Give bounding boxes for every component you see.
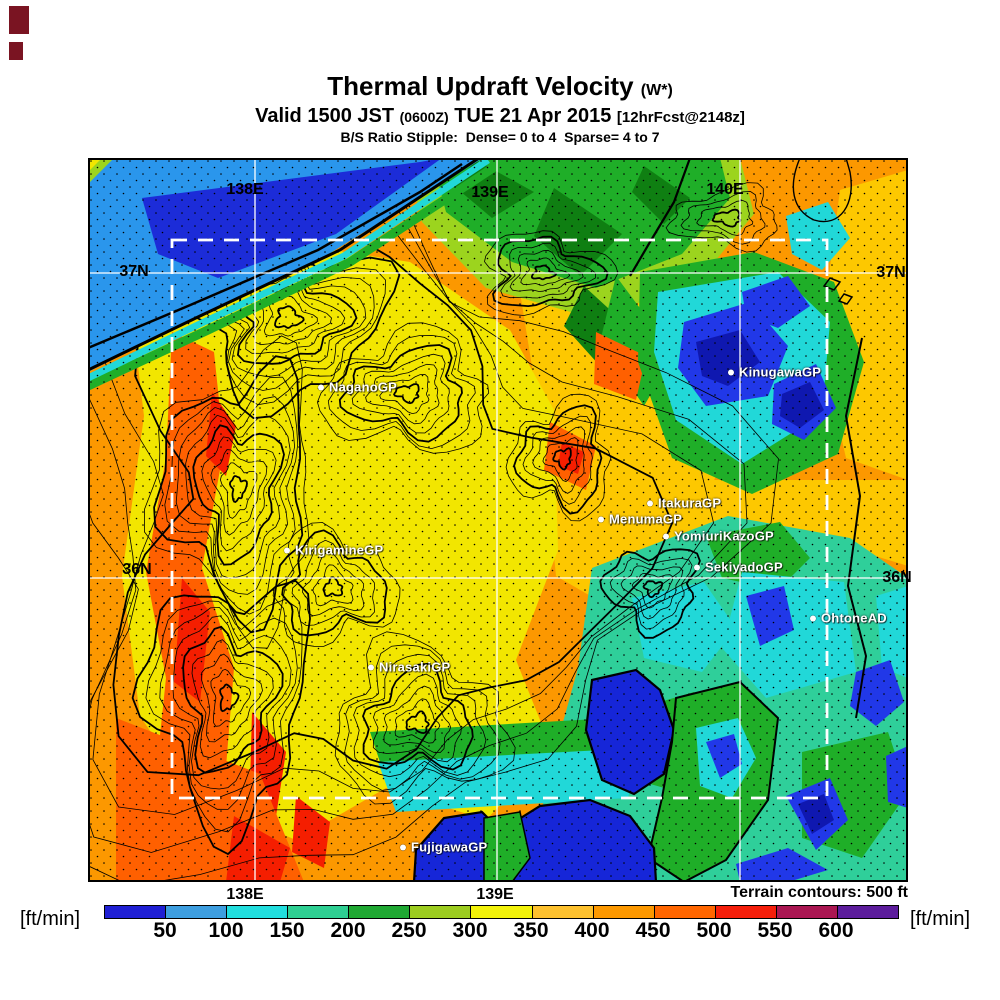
station-fujigawagp: FujigawaGP — [400, 840, 487, 855]
station-name: NaganoGP — [329, 379, 398, 395]
legend-unit-right: [ft/min] — [910, 908, 971, 930]
legend-segment-5 — [409, 906, 471, 918]
coordinate-label-139e-1: 139E — [471, 184, 509, 201]
station-dot-icon — [810, 615, 816, 621]
valid-zulu: (0600Z) — [399, 109, 449, 125]
header: Thermal Updraft Velocity (W*) Valid 1500… — [0, 72, 1000, 145]
station-name: SekiyadoGP — [705, 559, 783, 575]
valid-date: TUE 21 Apr 2015 — [454, 105, 612, 127]
station-name: OhtoneAD — [821, 610, 887, 626]
station-nirasakigp: NirasakiGP — [368, 660, 450, 675]
station-dot-icon — [663, 533, 669, 539]
legend-segment-11 — [775, 906, 837, 918]
corner-mark — [9, 42, 23, 60]
coordinate-label-139e-8: 139E — [476, 886, 514, 903]
legend-segment-9 — [653, 906, 715, 918]
legend-segment-8 — [592, 906, 654, 918]
coordinate-label-36n-5: 36N — [122, 561, 152, 578]
station-name: KinugawaGP — [739, 364, 822, 380]
corner-mark — [9, 6, 29, 34]
station-name: YomiuriKazoGP — [674, 528, 774, 544]
legend-colorbar — [104, 905, 899, 919]
page-title: Thermal Updraft Velocity (W*) — [0, 72, 1000, 105]
legend-segment-12 — [836, 906, 899, 918]
coordinate-label-138e-0: 138E — [226, 181, 264, 198]
legend-tick-300: 300 — [452, 919, 488, 942]
station-name: ItakuraGP — [658, 495, 722, 511]
station-naganogp: NaganoGP — [318, 380, 397, 395]
title-text: Thermal Updraft Velocity — [327, 71, 634, 101]
legend-tick-150: 150 — [269, 919, 305, 942]
station-name: NirasakiGP — [379, 659, 451, 675]
coordinate-label-140e-2: 140E — [706, 181, 744, 198]
station-dot-icon — [694, 564, 700, 570]
legend-unit-left: [ft/min] — [20, 908, 81, 930]
legend-segment-7 — [531, 906, 593, 918]
legend-segment-2 — [226, 906, 288, 918]
station-kinugawagp: KinugawaGP — [728, 365, 821, 380]
legend-tick-500: 500 — [696, 919, 732, 942]
coordinate-label-37n-4: 37N — [876, 264, 906, 281]
station-dot-icon — [368, 664, 374, 670]
station-dot-icon — [318, 384, 324, 390]
legend-tick-250: 250 — [391, 919, 427, 942]
station-dot-icon — [400, 844, 406, 850]
station-name: KirigamineGP — [295, 542, 384, 558]
legend-segment-6 — [470, 906, 532, 918]
station-kirigaminegp: KirigamineGP — [284, 543, 383, 558]
station-dot-icon — [647, 500, 653, 506]
legend-tick-50: 50 — [153, 919, 177, 942]
legend-segment-10 — [714, 906, 776, 918]
legend-segment-4 — [348, 906, 410, 918]
thermal-map — [88, 158, 908, 882]
legend-segment-0 — [105, 906, 166, 918]
station-yomiurikazogp: YomiuriKazoGP — [663, 529, 774, 544]
legend-tick-200: 200 — [330, 919, 366, 942]
coordinate-label-138e-7: 138E — [226, 886, 264, 903]
map-canvas — [88, 158, 908, 882]
station-name: FujigawaGP — [411, 839, 488, 855]
legend-tick-550: 550 — [757, 919, 793, 942]
station-dot-icon — [284, 547, 290, 553]
station-menumagp: MenumaGP — [598, 512, 682, 527]
station-sekiyadogp: SekiyadoGP — [694, 560, 783, 575]
legend-tick-100: 100 — [208, 919, 244, 942]
valid-prefix: Valid 1500 JST — [255, 105, 395, 127]
valid-fcst: [12hrFcst@2148z] — [616, 109, 745, 126]
coordinate-label-37n-3: 37N — [119, 263, 149, 280]
valid-line: Valid 1500 JST (0600Z) TUE 21 Apr 2015 [… — [0, 105, 1000, 129]
station-name: MenumaGP — [609, 511, 683, 527]
legend-tick-400: 400 — [574, 919, 610, 942]
coordinate-label-36n-6: 36N — [882, 569, 912, 586]
station-dot-icon — [728, 369, 734, 375]
legend-tick-600: 600 — [818, 919, 854, 942]
legend-tick-450: 450 — [635, 919, 671, 942]
legend-segment-3 — [287, 906, 349, 918]
legend-tick-350: 350 — [513, 919, 549, 942]
title-suffix: (W*) — [640, 82, 673, 99]
terrain-note: Terrain contours: 500 ft — [730, 884, 908, 901]
legend-segment-1 — [165, 906, 227, 918]
station-ohtonead: OhtoneAD — [810, 611, 887, 626]
station-dot-icon — [598, 516, 604, 522]
stipple-note: B/S Ratio Stipple: Dense= 0 to 4 Sparse=… — [340, 129, 660, 145]
station-itakuragp: ItakuraGP — [647, 496, 721, 511]
